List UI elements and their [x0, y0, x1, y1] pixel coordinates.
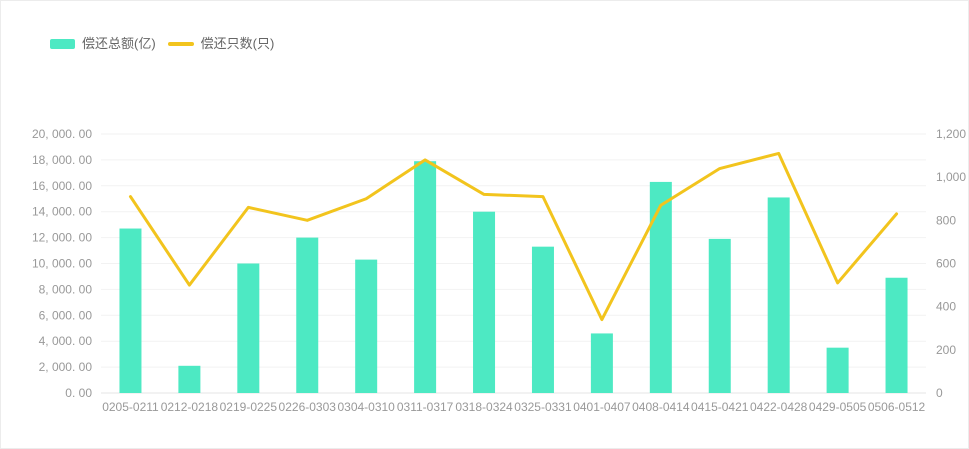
legend-item-repayment-total[interactable]: 偿还总额(亿) [50, 37, 156, 51]
bar-0304-0310[interactable] [355, 259, 378, 393]
bar-0212-0218[interactable] [178, 365, 201, 393]
right-axis-tick-label: 0 [936, 386, 943, 400]
left-axis-tick-label: 12, 000. 00 [32, 231, 92, 245]
legend-label-repayment-count: 偿还只数(只) [200, 36, 275, 51]
right-axis-tick-label: 200 [936, 343, 956, 357]
x-axis-category-label: 0226-0303 [279, 400, 337, 414]
x-axis-category-label: 0311-0317 [397, 400, 454, 414]
bar-0311-0317[interactable] [414, 161, 437, 393]
right-axis-tick-label: 1,000 [936, 170, 966, 184]
left-axis-tick-label: 16, 000. 00 [32, 179, 92, 193]
repayment-count-line[interactable] [128, 151, 899, 322]
x-axis-category-label: 0506-0512 [868, 400, 926, 414]
bar-0401-0407[interactable] [590, 333, 613, 393]
right-axis-tick-label: 400 [936, 300, 956, 314]
legend-item-repayment-count[interactable]: 偿还只数(只) [167, 36, 275, 51]
x-axis-category-label: 0429-0505 [809, 400, 867, 414]
right-axis-tick-label: 1,200 [936, 127, 966, 141]
left-axis-tick-label: 10, 000. 00 [32, 257, 92, 271]
bar-0422-0428[interactable] [767, 197, 790, 393]
x-axis-category-label: 0408-0414 [632, 400, 690, 414]
x-axis-category-label: 0318-0324 [455, 400, 513, 414]
x-axis-category-label: 0422-0428 [750, 400, 808, 414]
left-axis-tick-label: 14, 000. 00 [32, 205, 92, 219]
bar-0415-0421[interactable] [708, 238, 731, 393]
x-axis-category-label: 0212-0218 [161, 400, 219, 414]
bar-series-swatch-icon [50, 39, 75, 49]
bar-0226-0303[interactable] [296, 237, 319, 393]
left-axis-tick-label: 18, 000. 00 [32, 153, 92, 167]
line-series-swatch-icon [167, 42, 194, 46]
chart-legend: 偿还总额(亿) 偿还只数(只) [50, 37, 274, 51]
x-axis-category-label: 0325-0331 [514, 400, 572, 414]
x-axis-category-label: 0401-0407 [573, 400, 631, 414]
x-axis-category-label: 0304-0310 [337, 400, 395, 414]
x-axis-category-label: 0415-0421 [691, 400, 749, 414]
right-axis-tick-label: 800 [936, 213, 956, 227]
bar-0429-0505[interactable] [826, 347, 849, 393]
x-axis-category-label: 0205-0211 [102, 400, 159, 414]
bar-0408-0414[interactable] [649, 181, 672, 393]
left-axis-tick-label: 4, 000. 00 [39, 334, 93, 348]
bar-0205-0211[interactable] [119, 228, 142, 393]
left-axis-tick-label: 8, 000. 00 [39, 282, 93, 296]
legend-label-repayment-total: 偿还总额(亿) [82, 36, 156, 51]
left-axis-tick-label: 6, 000. 00 [39, 308, 93, 322]
left-axis-tick-label: 20, 000. 00 [32, 127, 92, 141]
right-axis-tick-label: 600 [936, 257, 956, 271]
left-axis-tick-label: 2, 000. 00 [39, 360, 93, 374]
bar-0325-0331[interactable] [531, 246, 554, 393]
left-axis-tick-label: 0. 00 [65, 386, 92, 400]
bar-0318-0324[interactable] [473, 211, 496, 393]
bar-0219-0225[interactable] [237, 263, 260, 394]
bar-0506-0512[interactable] [885, 277, 908, 393]
x-axis-category-label: 0219-0225 [220, 400, 278, 414]
